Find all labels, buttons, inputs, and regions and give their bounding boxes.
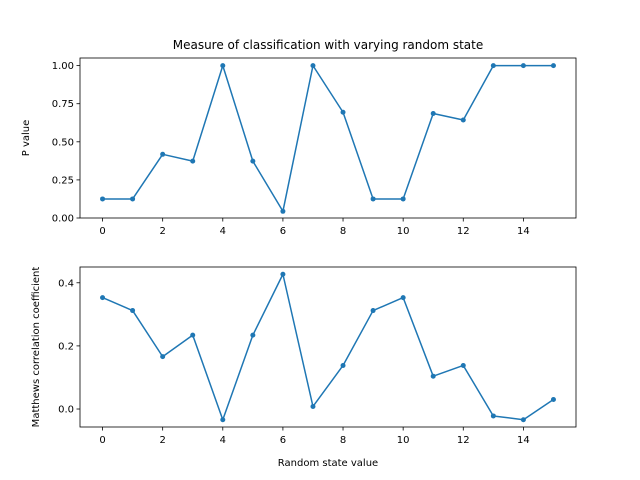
data-point — [520, 63, 526, 69]
x-tick-label: 8 — [340, 226, 346, 237]
data-point — [100, 295, 106, 301]
data-point — [340, 362, 346, 368]
data-point — [370, 308, 376, 314]
y-tick-label: 0.75 — [52, 99, 74, 110]
y-tick-label: 0.50 — [52, 137, 74, 148]
x-axis-label: Random state value — [278, 458, 378, 469]
p-value-subplot: Measure of classification with varying r… — [21, 38, 577, 237]
x-tick-label: 6 — [280, 435, 286, 446]
data-point — [490, 63, 496, 69]
data-point — [280, 208, 286, 214]
series-line — [102, 64, 554, 213]
data-point — [490, 413, 496, 419]
data-point — [250, 332, 256, 338]
plot-frame — [79, 266, 577, 428]
data-point — [460, 117, 466, 123]
data-point — [100, 196, 106, 202]
data-point — [160, 354, 166, 360]
y-axis-label-p-value: P value — [21, 120, 32, 157]
x-tick-label: 4 — [220, 226, 226, 237]
series-line — [102, 273, 554, 421]
data-point — [520, 417, 526, 423]
x-tick-label: 2 — [159, 435, 165, 446]
data-point — [550, 63, 556, 69]
data-point — [130, 196, 136, 202]
x-tick-label: 0 — [99, 226, 105, 237]
x-tick-label: 10 — [397, 435, 410, 446]
data-point — [460, 362, 466, 368]
x-tick-label: 4 — [220, 435, 226, 446]
data-point — [160, 151, 166, 157]
data-point — [400, 196, 406, 202]
x-tick-label: 8 — [340, 435, 346, 446]
x-tick-label: 14 — [517, 435, 530, 446]
plot-frame — [79, 57, 577, 219]
data-point — [130, 308, 136, 314]
x-tick-label: 0 — [99, 435, 105, 446]
data-point — [190, 158, 196, 164]
y-tick-label: 0.2 — [58, 341, 74, 352]
data-point — [220, 417, 226, 423]
data-point — [400, 295, 406, 301]
y-tick-label: 0.25 — [52, 175, 74, 186]
data-point — [340, 109, 346, 115]
data-point — [430, 110, 436, 116]
data-point — [190, 332, 196, 338]
y-tick-label: 0.00 — [52, 214, 74, 225]
data-point — [310, 63, 316, 69]
x-tick-label: 6 — [280, 226, 286, 237]
data-point — [220, 63, 226, 69]
y-tick-label: 1.00 — [52, 61, 74, 72]
x-tick-label: 14 — [517, 226, 530, 237]
data-point — [310, 403, 316, 409]
chart-title: Measure of classification with varying r… — [173, 38, 484, 52]
data-point — [550, 397, 556, 403]
data-point — [280, 271, 286, 277]
data-point — [370, 196, 376, 202]
y-axis-label-mcc: Matthews correlation coefficient — [31, 267, 42, 428]
y-tick-label: 0.4 — [58, 278, 74, 289]
x-tick-label: 12 — [457, 226, 470, 237]
data-point — [430, 373, 436, 379]
x-tick-label: 12 — [457, 435, 470, 446]
data-point — [250, 158, 256, 164]
x-tick-label: 2 — [159, 226, 165, 237]
x-tick-label: 10 — [397, 226, 410, 237]
y-tick-label: 0.0 — [58, 405, 74, 416]
mcc-subplot: Random state value Matthews correlation … — [31, 266, 577, 469]
